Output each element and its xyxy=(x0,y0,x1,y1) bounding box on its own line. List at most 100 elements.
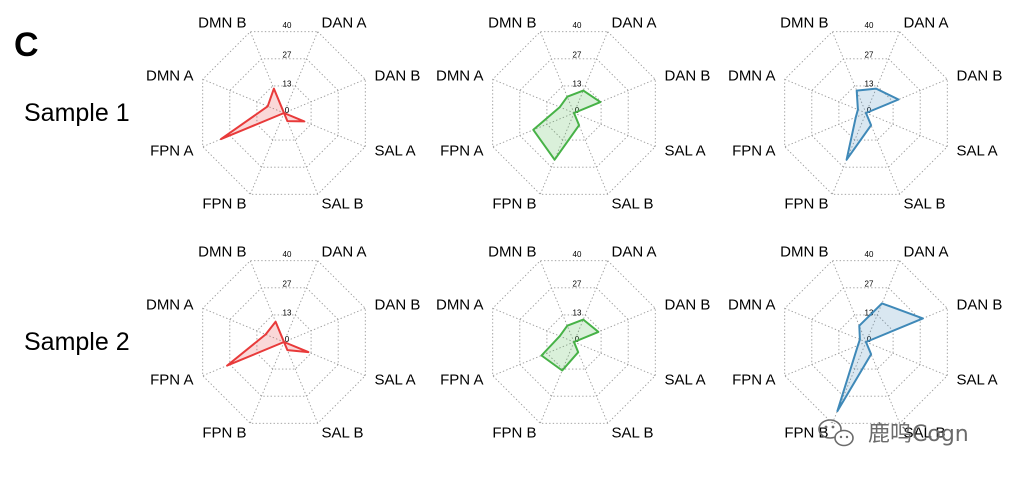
tick-label: 40 xyxy=(573,250,582,259)
axis-label: FPN B xyxy=(202,196,246,213)
data-polygon xyxy=(836,302,924,413)
panel-letter: C xyxy=(14,26,39,64)
spoke xyxy=(784,112,867,148)
axis-label: DAN A xyxy=(904,244,949,261)
spoke xyxy=(283,341,319,424)
axis-label: FPN A xyxy=(150,143,193,160)
radar-chart: 0 13 27 40 DAN A DAN B SAL A SAL B FPN B FPN A DMN… xyxy=(146,15,420,213)
tick-label: 27 xyxy=(283,50,292,59)
radar-chart: 0 13 27 40 DAN A DAN B SAL A SAL B FPN B FPN A DMN… xyxy=(146,244,420,442)
axis-label: DMN B xyxy=(488,15,536,32)
axis-label: SAL B xyxy=(904,196,946,213)
axis-label: DMN A xyxy=(436,297,484,314)
spoke xyxy=(573,341,656,377)
tick-label: 13 xyxy=(573,309,582,318)
spoke xyxy=(202,307,285,343)
row-label: Sample 1 xyxy=(24,99,130,127)
axis-label: DAN A xyxy=(904,15,949,32)
spoke xyxy=(784,78,867,114)
data-polygon xyxy=(220,87,306,141)
data-polygon xyxy=(540,318,600,372)
watermark: 鹿鸣Cogn xyxy=(818,419,969,447)
grid-ring xyxy=(838,85,894,141)
tick-label: 0 xyxy=(285,335,290,344)
spoke xyxy=(573,112,609,195)
tick-label: 0 xyxy=(867,106,872,115)
tick-label: 0 xyxy=(575,335,580,344)
axis-label: FPN A xyxy=(732,372,775,389)
spoke xyxy=(784,341,867,377)
spoke xyxy=(865,112,901,195)
grid-ring xyxy=(519,287,629,397)
tick-label: 27 xyxy=(865,279,874,288)
radar-chart: 0 13 27 40 DAN A DAN B SAL A SAL B FPN B FPN A DMN… xyxy=(728,15,1002,213)
axis-label: SAL B xyxy=(612,196,654,213)
row-label: Sample 2 xyxy=(24,328,130,356)
axis-label: DMN B xyxy=(488,244,536,261)
tick-label: 40 xyxy=(283,21,292,30)
spoke xyxy=(283,112,319,195)
tick-label: 13 xyxy=(573,80,582,89)
axis-label: SAL B xyxy=(904,425,946,442)
tick-label: 40 xyxy=(283,250,292,259)
axis-label: FPN B xyxy=(492,196,536,213)
spoke xyxy=(865,341,901,424)
axis-label: DMN B xyxy=(780,244,828,261)
axis-label: DAN B xyxy=(665,68,711,85)
axis-label: SAL B xyxy=(322,425,364,442)
axis-label: FPN B xyxy=(202,425,246,442)
spoke xyxy=(573,31,609,114)
axis-label: DAN B xyxy=(665,297,711,314)
spoke xyxy=(539,31,575,114)
spoke xyxy=(865,112,948,148)
axis-label: FPN B xyxy=(784,425,828,442)
spoke xyxy=(539,260,575,343)
axis-label: SAL B xyxy=(612,425,654,442)
axis-label: DAN B xyxy=(375,68,421,85)
row-labels: Sample 1 Sample 2 xyxy=(24,99,130,356)
grid-ring xyxy=(838,314,894,370)
axis-label: DMN A xyxy=(728,297,776,314)
axis-label: SAL A xyxy=(375,372,416,389)
axis-label: DMN B xyxy=(780,15,828,32)
spoke xyxy=(831,31,867,114)
data-polygon xyxy=(226,320,310,367)
axis-label: DAN A xyxy=(612,15,657,32)
axis-label: DAN B xyxy=(957,297,1003,314)
axis-label: DAN A xyxy=(322,15,367,32)
spoke xyxy=(539,341,575,424)
spoke xyxy=(202,78,285,114)
radar-chart: 0 13 27 40 DAN A DAN B SAL A SAL B FPN B FPN A DMN… xyxy=(436,15,710,213)
data-polygon xyxy=(845,87,900,161)
grid-ring xyxy=(546,85,602,141)
axis-label: DMN B xyxy=(198,15,246,32)
grid-ring xyxy=(229,287,339,397)
grid-ring xyxy=(811,287,921,397)
axis-label: DAN A xyxy=(322,244,367,261)
grid-ring xyxy=(229,58,339,168)
axis-label: FPN B xyxy=(784,196,828,213)
tick-label: 0 xyxy=(575,106,580,115)
axis-label: DAN B xyxy=(375,297,421,314)
axis-label: DAN B xyxy=(957,68,1003,85)
axis-label: SAL A xyxy=(665,372,706,389)
wechat-icon xyxy=(818,419,854,447)
tick-label: 27 xyxy=(283,279,292,288)
grid-ring xyxy=(256,85,312,141)
tick-label: 13 xyxy=(865,80,874,89)
tick-label: 13 xyxy=(865,309,874,318)
tick-label: 27 xyxy=(865,50,874,59)
spoke xyxy=(573,260,609,343)
radar-charts: 0 13 27 40 DAN A DAN B SAL A SAL B FPN B FPN A DMN… xyxy=(146,15,1002,442)
tick-label: 40 xyxy=(865,250,874,259)
watermark-text: 鹿鸣Cogn xyxy=(868,422,969,447)
spoke xyxy=(539,112,575,195)
axis-label: DMN A xyxy=(146,297,194,314)
grid-ring xyxy=(546,314,602,370)
spoke xyxy=(249,341,285,424)
axis-label: FPN A xyxy=(732,143,775,160)
grid-ring xyxy=(256,314,312,370)
axis-label: FPN B xyxy=(492,425,536,442)
spoke xyxy=(831,112,867,195)
